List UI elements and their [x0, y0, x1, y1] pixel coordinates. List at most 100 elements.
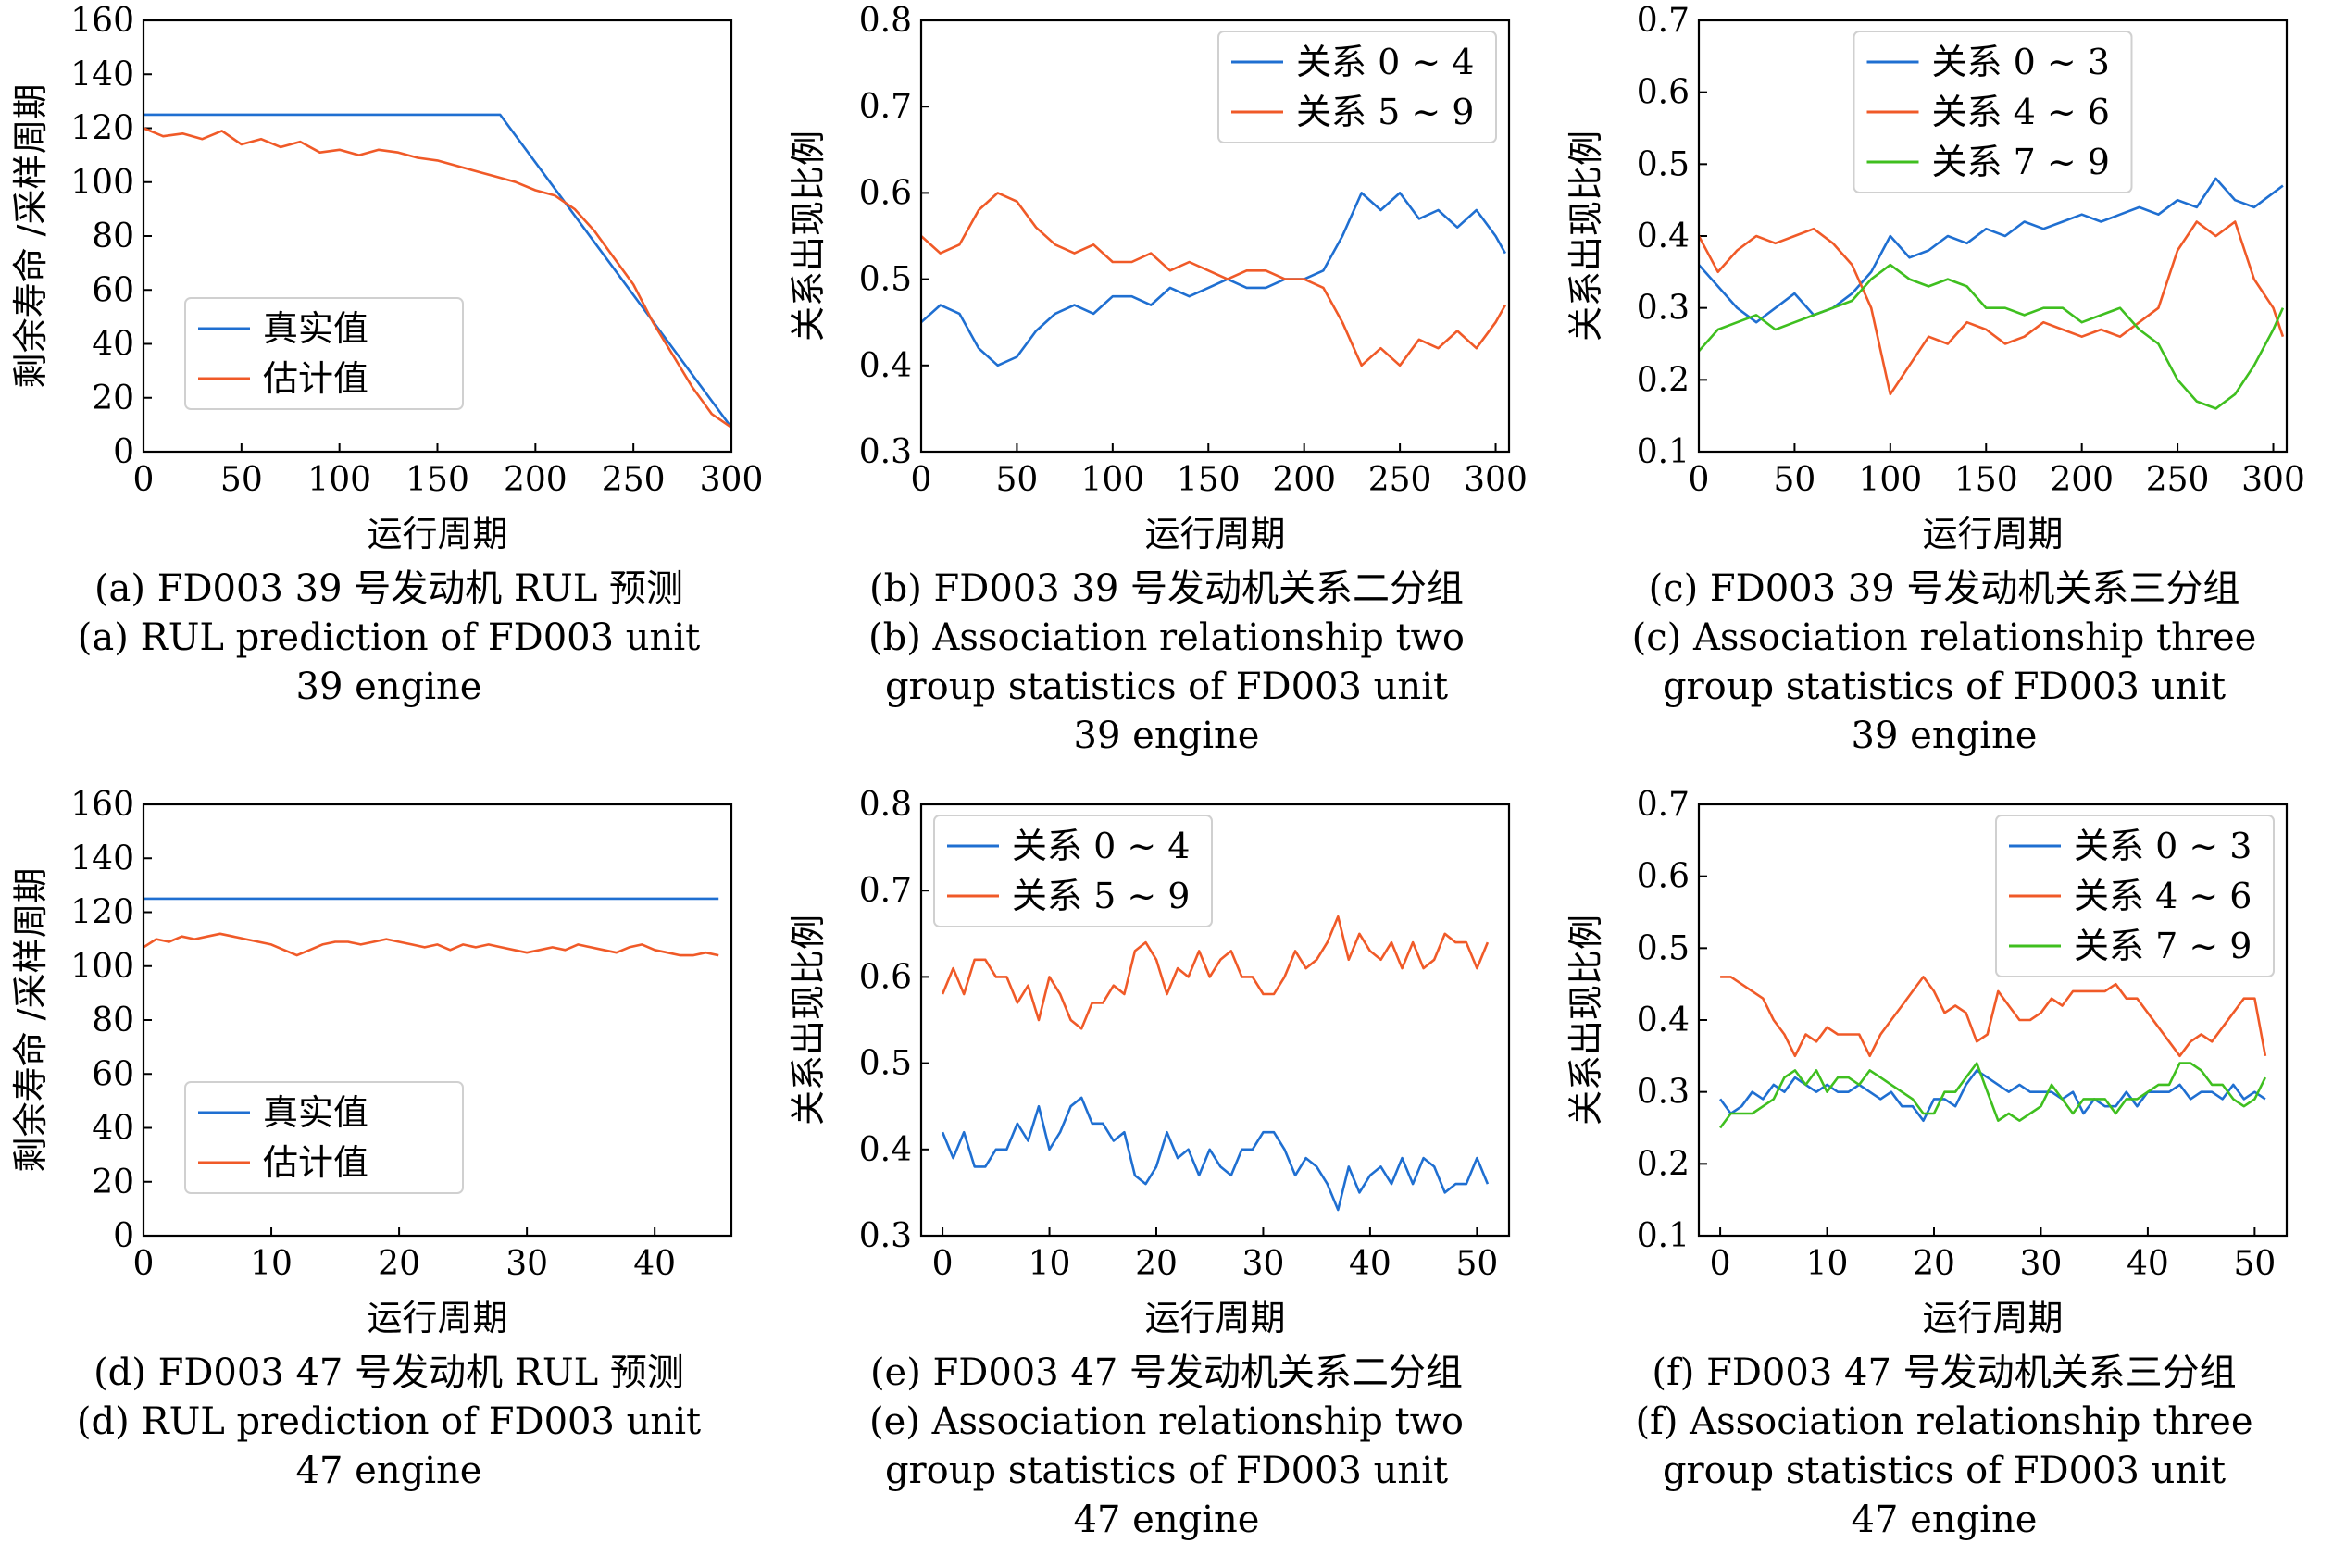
caption-line: (f) Association relationship three: [1635, 1400, 2253, 1443]
caption-line: group statistics of FD003 unit: [1662, 666, 2227, 708]
y-tick-label: 0.7: [859, 872, 912, 910]
y-tick-label: 0.5: [1637, 929, 1690, 967]
x-tick-label: 250: [2146, 461, 2210, 499]
y-tick-label: 0.5: [859, 1045, 912, 1083]
legend-label: 关系 0 ~ 3: [1932, 42, 2110, 82]
legend-label: 关系 0 ~ 4: [1296, 42, 1474, 82]
y-tick-label: 0.3: [859, 1217, 912, 1255]
legend-label: 关系 7 ~ 9: [2074, 926, 2252, 966]
x-tick-label: 200: [2050, 461, 2114, 499]
caption-e: (e) FD003 47 号发动机关系二分组 (e) Association r…: [778, 1349, 1555, 1545]
legend-box: [1995, 815, 2275, 977]
x-tick-label: 250: [1368, 461, 1432, 499]
x-tick-label: 100: [307, 461, 371, 499]
y-tick-label: 0.3: [1637, 290, 1690, 328]
y-axis-title: 关系出现比例: [1566, 131, 1606, 342]
y-tick-label: 60: [92, 1055, 134, 1093]
chart-e: 0.3 0.4 0.5 0.6 0.7 0.8 0 10 20 30 40 50 运行周期 关系出现比例 关…: [788, 786, 1511, 1338]
y-tick-label: 0.4: [1637, 218, 1690, 255]
y-tick-label: 0.2: [1637, 1145, 1690, 1183]
x-tick-label: 0: [1710, 1245, 1731, 1283]
x-tick-label: 250: [602, 461, 666, 499]
y-tick-label: 0.8: [859, 2, 912, 40]
y-tick-label: 0.6: [1637, 858, 1690, 896]
x-axis-title: 运行周期: [367, 1298, 507, 1338]
x-tick-label: 150: [1954, 461, 2018, 499]
panel-a: 0 20 40 60 80 100 120 140 160 0 50 100 150 200 250 300 运…: [0, 0, 778, 784]
y-tick-label: 0.7: [1637, 786, 1690, 824]
x-tick-label: 100: [1858, 461, 1922, 499]
x-tick-label: 150: [405, 461, 469, 499]
series-line: [941, 1096, 1490, 1212]
series-line: [1719, 1062, 2267, 1129]
caption-line: (a) RUL prediction of FD003 unit: [77, 616, 701, 659]
legend-label: 关系 4 ~ 6: [1932, 92, 2110, 132]
caption-d: (d) FD003 47 号发动机 RUL 预测 (d) RUL predict…: [0, 1349, 778, 1496]
x-tick-label: 50: [1774, 461, 1816, 499]
y-tick-label: 100: [70, 948, 134, 986]
caption-line: 47 engine: [295, 1450, 482, 1492]
x-axis-title: 运行周期: [1144, 514, 1285, 554]
y-tick-label: 40: [92, 326, 134, 364]
y-tick-label: 140: [70, 840, 134, 877]
y-tick-label: 0.6: [1637, 74, 1690, 112]
x-tick-label: 40: [1349, 1245, 1391, 1283]
caption-line: 39 engine: [1073, 715, 1260, 757]
x-tick-label: 0: [133, 1245, 155, 1283]
caption-f: (f) FD003 47 号发动机关系三分组 (f) Association r…: [1555, 1349, 2333, 1545]
panel-f: 0.1 0.2 0.3 0.4 0.5 0.6 0.7 0 10 20 30 40 50 运行周期 关系出现…: [1555, 784, 2333, 1568]
y-tick-label: 0.1: [1637, 433, 1690, 471]
y-tick-label: 120: [70, 110, 134, 148]
x-tick-label: 30: [505, 1245, 548, 1283]
x-tick-label: 50: [220, 461, 263, 499]
y-tick-label: 0.5: [859, 261, 912, 299]
x-tick-label: 200: [504, 461, 568, 499]
y-tick-label: 20: [92, 1164, 134, 1201]
x-tick-label: 0: [133, 461, 155, 499]
legend-box: [184, 297, 464, 410]
y-tick-label: 0: [113, 433, 134, 471]
plot-frame: [142, 803, 733, 1238]
y-tick-label: 120: [70, 894, 134, 932]
x-tick-label: 200: [1272, 461, 1336, 499]
x-axis-title: 运行周期: [1922, 514, 2063, 554]
chart-f: 0.1 0.2 0.3 0.4 0.5 0.6 0.7 0 10 20 30 40 50 运行周期 关系出现…: [1566, 786, 2289, 1338]
chart-c: 0.1 0.2 0.3 0.4 0.5 0.6 0.7 0 50 100 150 200 250 300 运…: [1566, 2, 2305, 554]
legend-label: 关系 7 ~ 9: [1932, 142, 2110, 182]
x-axis-title: 运行周期: [1922, 1298, 2063, 1338]
x-tick-label: 20: [378, 1245, 420, 1283]
y-tick-label: 160: [70, 786, 134, 824]
series-line: [1720, 976, 2267, 1058]
panel-c: 0.1 0.2 0.3 0.4 0.5 0.6 0.7 0 50 100 150 200 250 300 运…: [1555, 0, 2333, 784]
caption-line: 39 engine: [295, 666, 482, 708]
legend-label: 关系 5 ~ 9: [1296, 92, 1474, 132]
plot-frame: [1697, 19, 2289, 454]
y-tick-label: 160: [70, 2, 134, 40]
y-tick-label: 0: [113, 1217, 134, 1255]
x-tick-label: 10: [1029, 1245, 1071, 1283]
series-line: [143, 932, 719, 957]
plot-frame: [919, 19, 1511, 454]
caption-line: (a) FD003 39 号发动机 RUL 预测: [94, 567, 684, 610]
x-tick-label: 10: [250, 1245, 293, 1283]
chart-d: 0 20 40 60 80 100 120 140 160 0 10 20 30 40 运行周期 剩余寿命 /…: [10, 786, 733, 1338]
series-line: [941, 915, 1490, 1030]
legend-box: [933, 815, 1213, 927]
series-line: [1699, 220, 2285, 396]
x-tick-label: 300: [2241, 461, 2305, 499]
x-tick-label: 0: [932, 1245, 954, 1283]
y-axis-title: 关系出现比例: [788, 131, 829, 342]
y-axis-title: 关系出现比例: [1566, 915, 1606, 1126]
legend-label: 真实值: [263, 1092, 368, 1133]
chart-a: 0 20 40 60 80 100 120 140 160 0 50 100 150 200 250 300 运…: [10, 2, 763, 554]
y-tick-label: 140: [70, 56, 134, 93]
y-axis-title: 剩余寿命 /采样周期: [10, 84, 51, 389]
caption-line: 47 engine: [1851, 1499, 2038, 1541]
caption-line: group statistics of FD003 unit: [1662, 1450, 2227, 1492]
x-tick-label: 50: [996, 461, 1039, 499]
y-axis-title: 关系出现比例: [788, 915, 829, 1126]
y-tick-label: 80: [92, 1002, 134, 1039]
legend-label: 估计值: [263, 358, 368, 399]
x-tick-label: 20: [1913, 1245, 1955, 1283]
plot-frame: [919, 803, 1511, 1238]
